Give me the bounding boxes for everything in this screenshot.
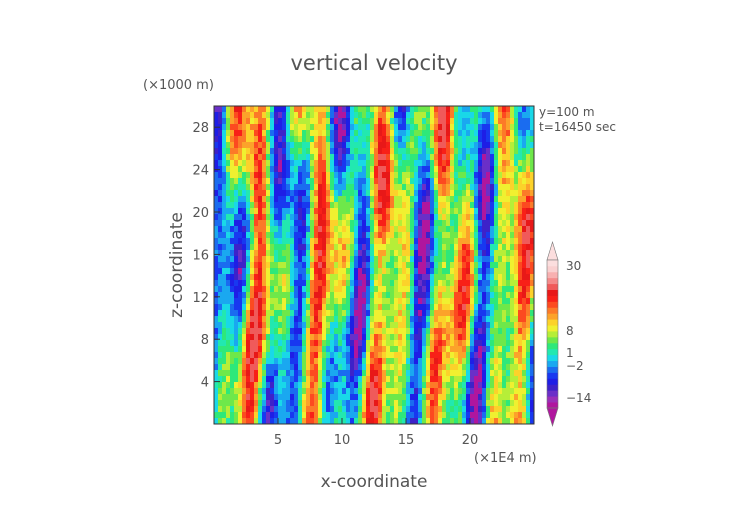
colorbar-swatch xyxy=(547,390,558,397)
colorbar-swatch xyxy=(547,360,558,367)
y-tick-label: 16 xyxy=(192,248,209,263)
colorbar-swatch xyxy=(547,396,558,403)
info-line-y: y=100 m xyxy=(539,105,595,119)
colorbar-tick-label: 8 xyxy=(566,324,574,338)
colorbar-lower-arrow xyxy=(546,407,559,428)
x-tick-label: 15 xyxy=(398,433,415,448)
y-tick-label: 28 xyxy=(192,121,209,136)
heatmap-field xyxy=(214,106,534,424)
colorbar-swatch xyxy=(547,366,558,373)
colorbar-swatch xyxy=(547,295,558,302)
y-tick-label: 12 xyxy=(192,291,209,306)
colorbar-tick-label: 30 xyxy=(566,259,581,273)
colorbar-swatch xyxy=(547,307,558,314)
x-tick-label: 5 xyxy=(274,433,282,448)
plot-frame xyxy=(213,105,535,425)
colorbar-swatch xyxy=(547,319,558,326)
colorbar-swatch xyxy=(547,283,558,290)
colorbar-tick-label: 1 xyxy=(566,346,574,360)
info-line-t: t=16450 sec xyxy=(539,120,616,134)
colorbar-swatch xyxy=(547,348,558,356)
y-tick-label: 8 xyxy=(201,333,209,348)
colorbar-swatch xyxy=(547,260,558,267)
colorbar-tick-label: −2 xyxy=(566,359,584,373)
y-tick-label: 4 xyxy=(201,376,209,391)
colorbar-swatch xyxy=(547,402,558,409)
colorbar-swatch xyxy=(547,342,558,350)
colorbar-swatch xyxy=(547,331,558,338)
y-tick-label: 24 xyxy=(192,164,209,179)
colorbar-swatch xyxy=(547,384,558,391)
colorbar-swatch xyxy=(547,336,558,344)
colorbar-swatch xyxy=(547,325,558,332)
y-unit-label: (×1000 m) xyxy=(143,78,214,93)
colorbar-tick-label: −14 xyxy=(566,391,591,405)
colorbar-swatch xyxy=(547,289,558,296)
y-tick-label: 20 xyxy=(192,206,209,221)
colorbar-swatch xyxy=(547,372,558,379)
x-axis-label: x-coordinate xyxy=(321,472,428,492)
x-tick-label: 10 xyxy=(334,433,351,448)
colorbar-swatch xyxy=(547,271,558,279)
colorbar-swatch xyxy=(547,265,558,273)
x-tick-label: 20 xyxy=(462,433,479,448)
colorbar-swatch xyxy=(547,378,558,385)
x-axis: 5 10 15 20 xyxy=(274,418,478,448)
chart-title: vertical velocity xyxy=(290,51,457,75)
colorbar-swatch xyxy=(547,354,558,362)
colorbar-upper-arrow xyxy=(546,240,559,261)
colorbar: 30 8 1−2 −14 xyxy=(546,240,591,428)
x-unit-label: (×1E4 m) xyxy=(474,451,537,466)
colorbar-swatch xyxy=(547,313,558,320)
colorbar-swatch xyxy=(547,301,558,308)
colorbar-swatch xyxy=(547,277,558,285)
y-axis-label: z-coordinate xyxy=(167,212,187,318)
y-axis: 4 8 12 16 20 24 28 xyxy=(192,121,220,391)
